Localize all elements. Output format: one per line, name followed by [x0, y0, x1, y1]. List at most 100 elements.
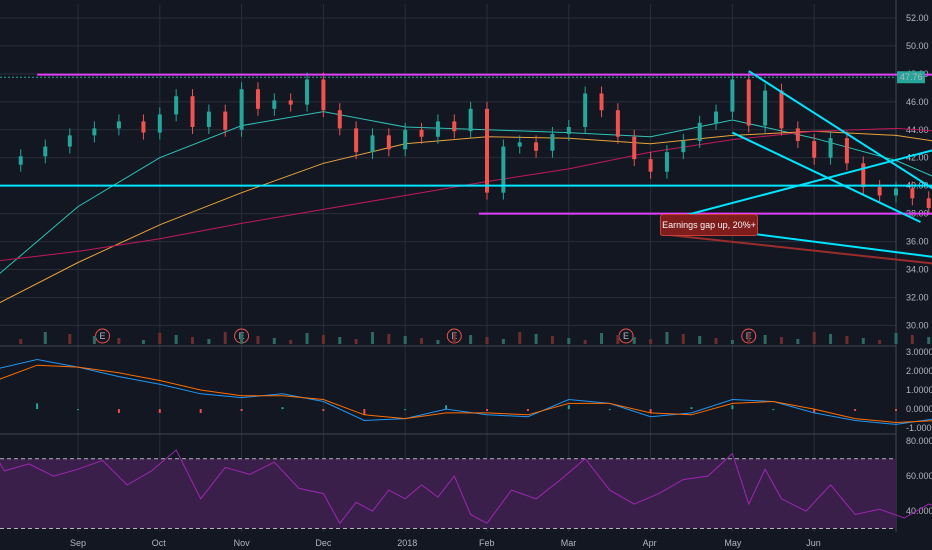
- volume-bar: [158, 333, 162, 344]
- x-tick-label: Jun: [806, 538, 821, 548]
- candle-body: [435, 121, 440, 137]
- candle-body: [305, 79, 310, 105]
- x-tick-label: Apr: [643, 538, 657, 548]
- candle-body: [174, 96, 179, 115]
- candle-body: [18, 156, 23, 165]
- volume-bar: [861, 338, 865, 344]
- candle-body: [534, 142, 539, 151]
- candle-body: [926, 198, 931, 209]
- macd-tick-label: -1.0000: [906, 423, 932, 433]
- volume-bar: [321, 335, 325, 344]
- macd-tick-label: 2.0000: [906, 366, 932, 376]
- candle-body: [43, 146, 48, 157]
- candle-body: [812, 140, 817, 158]
- candle-body: [370, 135, 375, 153]
- earnings-marker-label: E: [623, 331, 629, 341]
- trendline: [748, 70, 932, 190]
- volume-bar: [894, 333, 898, 344]
- volume-bar: [207, 339, 211, 344]
- rsi-tick-label: 40.0000: [906, 506, 932, 516]
- volume-bar: [665, 332, 669, 344]
- candle-body: [763, 90, 768, 126]
- macd-histogram-bar: [690, 407, 693, 410]
- volume-bar: [878, 340, 882, 344]
- price-tick-label: 36.00: [906, 237, 929, 247]
- volume-bar: [436, 340, 440, 344]
- candle-body: [337, 110, 342, 129]
- candle-body: [714, 111, 719, 123]
- candle-body: [206, 111, 211, 127]
- volume-bar: [567, 338, 571, 344]
- candle-body: [795, 128, 800, 141]
- macd-histogram-bar: [322, 409, 325, 411]
- volume-bar: [927, 337, 931, 344]
- volume-bar: [812, 332, 816, 344]
- moving-average-line: [0, 130, 932, 304]
- volume-bar: [485, 337, 489, 344]
- price-tick-label: 46.00: [906, 97, 929, 107]
- x-tick-label: Nov: [234, 538, 251, 548]
- candle-body: [386, 135, 391, 150]
- volume-bar: [632, 337, 636, 344]
- volume-bar: [289, 340, 293, 344]
- candle-body: [583, 93, 588, 127]
- candle-body: [255, 89, 260, 109]
- candle-body: [615, 110, 620, 137]
- volume-bar: [452, 333, 456, 344]
- candle-body: [288, 100, 293, 105]
- volume-bar: [141, 340, 145, 344]
- macd-tick-label: 3.0000: [906, 347, 932, 357]
- candle-body: [116, 121, 121, 129]
- volume-bar: [649, 339, 653, 344]
- candle-body: [828, 138, 833, 158]
- volume-bar: [338, 337, 342, 344]
- volume-bar: [534, 334, 538, 344]
- volume-bar: [117, 338, 121, 344]
- volume-bar: [469, 335, 473, 344]
- macd-histogram-bar: [445, 405, 448, 410]
- annotation-pointer: [659, 233, 932, 265]
- macd-histogram-bar: [649, 409, 652, 413]
- macd-histogram-bar: [158, 409, 161, 413]
- x-tick-label: May: [724, 538, 742, 548]
- candle-body: [92, 128, 97, 136]
- candle-body: [697, 122, 702, 141]
- candle-body: [354, 128, 359, 153]
- price-tick-label: 52.00: [906, 13, 929, 23]
- candle-body: [239, 89, 244, 130]
- volume-bar: [43, 332, 47, 344]
- price-tick-label: 34.00: [906, 265, 929, 275]
- candle-body: [468, 108, 473, 132]
- candle-body: [67, 135, 72, 147]
- annotation-arrow: [659, 149, 932, 223]
- volume-bar: [68, 334, 72, 344]
- volume-bar: [796, 339, 800, 344]
- price-tick-label: 42.00: [906, 153, 929, 163]
- volume-bar: [600, 333, 604, 344]
- volume-bar: [19, 339, 23, 344]
- annotation-callout: Earnings gap up, 20%+: [660, 214, 758, 236]
- macd-histogram-bar: [199, 409, 202, 413]
- candle-body: [403, 129, 408, 150]
- volume-bar: [698, 336, 702, 344]
- moving-average-line: [0, 127, 932, 262]
- volume-bar: [550, 336, 554, 344]
- volume-bar: [420, 338, 424, 344]
- moving-average-line: [0, 111, 932, 274]
- candle-body: [321, 79, 326, 111]
- macd-line: [0, 358, 932, 425]
- macd-histogram-bar: [526, 409, 529, 411]
- signal-line: [0, 364, 932, 424]
- rsi-tick-label: 80.0000: [906, 436, 932, 446]
- volume-bar: [845, 336, 849, 344]
- candle-body: [190, 96, 195, 127]
- candle-body: [664, 152, 669, 172]
- macd-histogram-bar: [731, 405, 734, 410]
- candle-body: [223, 111, 228, 130]
- volume-bar: [714, 338, 718, 344]
- macd-histogram-bar: [36, 403, 39, 410]
- volume-bar: [272, 338, 276, 344]
- candle-body: [419, 129, 424, 137]
- candle-body: [861, 163, 866, 188]
